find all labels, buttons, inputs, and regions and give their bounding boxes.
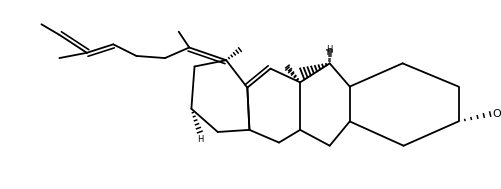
Text: H: H (196, 135, 203, 144)
Text: OH: OH (492, 109, 501, 119)
Text: H: H (327, 45, 333, 54)
